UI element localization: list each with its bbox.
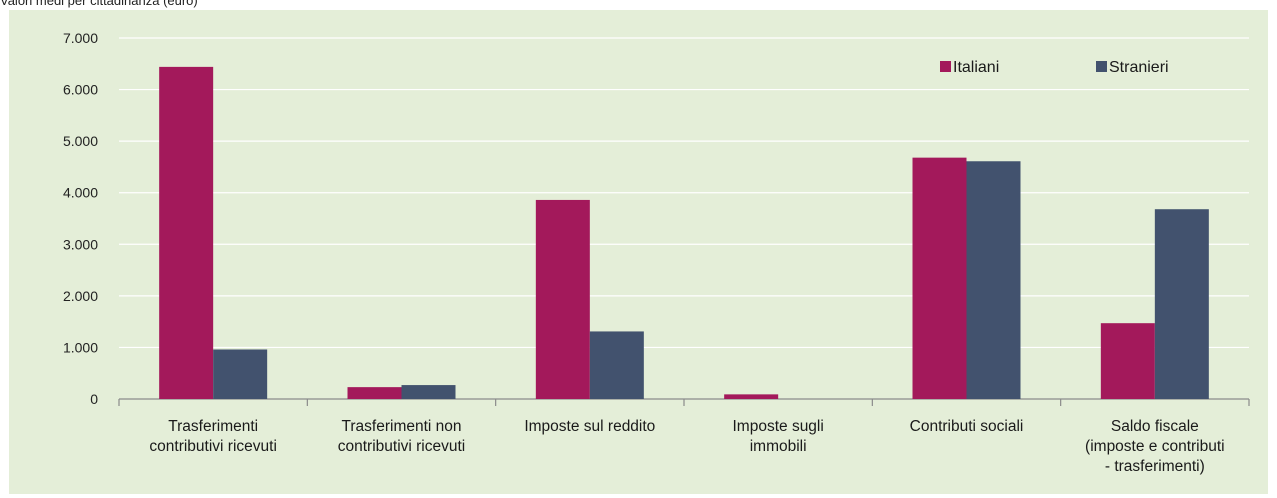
y-tick-label: 0 [90, 391, 98, 407]
bar-stranieri [589, 331, 644, 399]
bar-italiani [1100, 323, 1155, 399]
x-category-label: Saldo fiscale [1111, 418, 1199, 435]
bar-stranieri [401, 385, 456, 399]
y-tick-label: 3.000 [63, 236, 98, 252]
x-category-label: contributivi ricevuti [149, 438, 277, 455]
x-category-label: immobili [750, 438, 807, 455]
x-category-label: (imposte e contributi [1085, 438, 1225, 455]
legend-label-stranieri: Stranieri [1109, 59, 1169, 76]
y-tick-label: 2.000 [63, 288, 98, 304]
chart-subtitle: Valori medi per cittadinanza (euro) [0, 0, 198, 8]
x-category-label: Contributi sociali [910, 418, 1024, 435]
legend-swatch-stranieri [1096, 61, 1107, 72]
bar-italiani [347, 387, 402, 399]
x-category-label: Trasferimenti non [341, 418, 461, 435]
x-category-label: Imposte sul reddito [524, 418, 655, 435]
y-tick-label: 5.000 [63, 133, 98, 149]
chart-panel [9, 10, 1268, 494]
bar-italiani [912, 157, 967, 399]
y-tick-label: 7.000 [63, 30, 98, 46]
y-tick-label: 4.000 [63, 185, 98, 201]
bar-stranieri [966, 161, 1021, 399]
bar-italiani [159, 66, 214, 399]
legend-swatch-italiani [940, 61, 951, 72]
bar-stranieri [1154, 209, 1209, 399]
bar-stranieri [213, 349, 268, 399]
y-tick-label: 6.000 [63, 82, 98, 98]
x-category-label: - trasferimenti) [1105, 458, 1205, 475]
x-category-label: Trasferimenti [168, 418, 258, 435]
legend-label-italiani: Italiani [953, 59, 999, 76]
bar-italiani [535, 199, 590, 399]
bar-italiani [724, 394, 779, 399]
y-tick-label: 1.000 [63, 339, 98, 355]
x-category-label: contributivi ricevuti [338, 438, 466, 455]
x-category-label: Imposte sugli [733, 418, 824, 435]
